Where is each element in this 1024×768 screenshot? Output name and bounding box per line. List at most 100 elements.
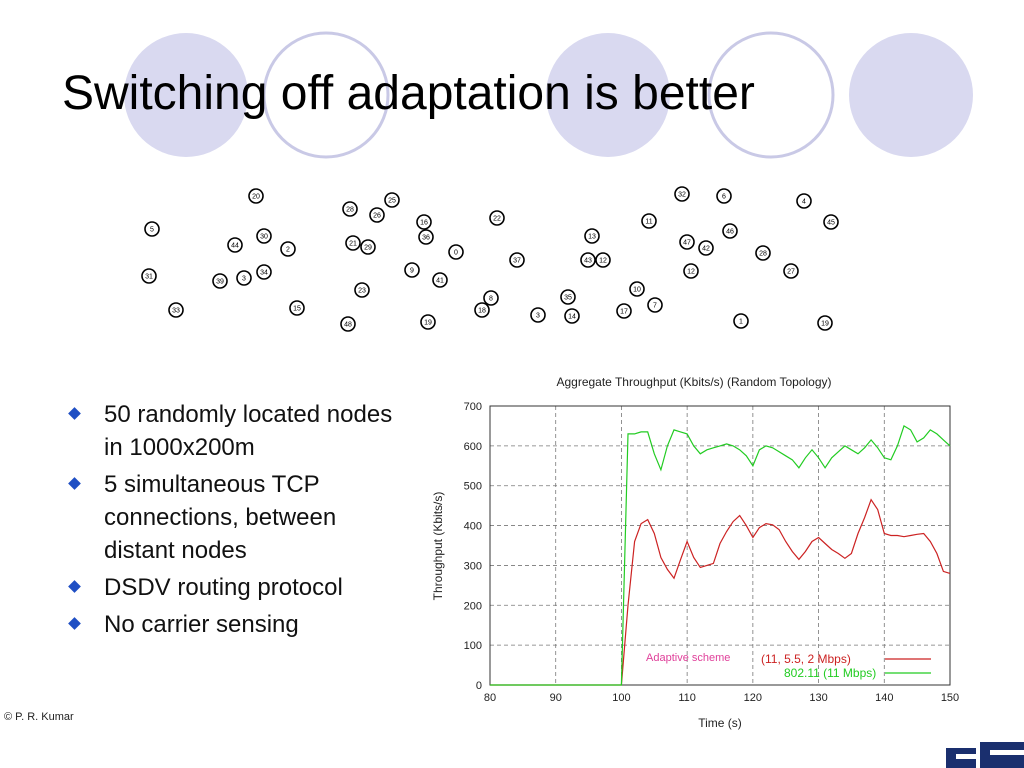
svg-text:3: 3 (242, 276, 246, 283)
topology-node: 30 (256, 228, 272, 244)
topology-node: 46 (722, 223, 738, 239)
x-axis-label: Time (s) (698, 716, 742, 730)
topology-node: 12 (595, 252, 611, 268)
topology-node: 4 (796, 193, 812, 209)
topology-node: 41 (432, 272, 448, 288)
svg-text:46: 46 (726, 229, 734, 236)
plot-frame (489, 405, 951, 686)
x-tick-label: 110 (678, 692, 696, 704)
series-line-1 (490, 424, 951, 686)
svg-text:47: 47 (683, 240, 691, 247)
svg-text:1: 1 (739, 319, 743, 326)
topology-node: 11 (641, 213, 657, 229)
svg-text:42: 42 (702, 246, 710, 253)
topology-node: 32 (674, 186, 690, 202)
topology-node: 21 (345, 235, 361, 251)
svg-text:7: 7 (653, 303, 657, 310)
topology-node: 44 (227, 237, 243, 253)
x-tick-label: 140 (875, 692, 893, 704)
svg-text:19: 19 (424, 320, 432, 327)
x-tick-label: 90 (550, 692, 562, 704)
topology-node: 34 (256, 264, 272, 280)
svg-text:20: 20 (252, 194, 260, 201)
deco-circle (124, 33, 248, 157)
svg-text:4: 4 (802, 199, 806, 206)
svg-text:27: 27 (787, 269, 795, 276)
y-tick-label: 400 (464, 521, 482, 533)
series-line-0 (490, 498, 951, 686)
topology-node: 12 (683, 263, 699, 279)
svg-text:3: 3 (536, 313, 540, 320)
bullet-item: DSDV routing protocol (66, 571, 406, 604)
svg-text:23: 23 (358, 288, 366, 295)
svg-text:15: 15 (293, 306, 301, 313)
deco-circle (546, 33, 670, 157)
diamond-bullet-icon (68, 617, 81, 630)
svg-text:12: 12 (599, 258, 607, 265)
institution-logo (946, 742, 1024, 768)
diamond-bullet-icon (68, 580, 81, 593)
svg-text:10: 10 (633, 287, 641, 294)
diamond-bullet-icon (68, 407, 81, 420)
svg-text:12: 12 (687, 269, 695, 276)
series-lines (490, 424, 951, 686)
slide-title: Switching off adaptation is better (62, 67, 755, 120)
topology-node: 33 (168, 302, 184, 318)
topology-node: 6 (716, 188, 732, 204)
deco-circle (849, 33, 973, 157)
x-tick-label: 100 (612, 692, 630, 704)
topology-node: 29 (360, 239, 376, 255)
topology-node: 1 (733, 313, 749, 329)
topology-node: 16 (416, 214, 432, 230)
svg-text:25: 25 (388, 198, 396, 205)
topology-node: 43 (580, 252, 596, 268)
svg-text:44: 44 (231, 243, 239, 250)
topology-node: 28 (342, 201, 358, 217)
svg-text:11: 11 (645, 219, 652, 226)
x-tick-label: 150 (941, 692, 959, 704)
topology-node: 3 (236, 270, 252, 286)
legend-label-green: 802.11 (11 Mbps) (784, 666, 876, 680)
topology-node: 2 (280, 241, 296, 257)
y-tick-label: 500 (464, 481, 482, 493)
topology-node: 9 (404, 262, 420, 278)
x-tick-label: 80 (484, 692, 496, 704)
topology-node: 26 (369, 207, 385, 223)
svg-text:39: 39 (216, 279, 224, 286)
topology-node: 7 (647, 297, 663, 313)
y-tick-label: 200 (464, 600, 482, 612)
topology-node: 31 (141, 268, 157, 284)
bullet-item: 5 simultaneous TCP connections, between … (66, 468, 406, 567)
y-tick-label: 700 (464, 401, 482, 413)
topology-node: 3 (530, 307, 546, 323)
topology-node: 48 (340, 316, 356, 332)
svg-text:18: 18 (478, 308, 486, 315)
legend-label-red: (11, 5.5, 2 Mbps) (761, 652, 851, 666)
topology-node: 45 (823, 214, 839, 230)
axis-ticks: 80 90 100 110 120 130 140 150 0 100 200 300 400 500 60… (464, 401, 960, 704)
chart-title: Aggregate Throughput (Kbits/s) (Random T… (556, 375, 831, 389)
deco-circle (262, 31, 390, 159)
topology-node: 17 (616, 303, 632, 319)
topology-node: 8 (483, 290, 499, 306)
topology-node: 25 (384, 192, 400, 208)
topology-node: 14 (564, 308, 580, 324)
svg-text:30: 30 (260, 234, 268, 241)
svg-text:13: 13 (588, 234, 596, 241)
bullet-text: DSDV routing protocol (104, 574, 343, 601)
topology-node: 27 (783, 263, 799, 279)
topology-node: 22 (489, 210, 505, 226)
svg-text:8: 8 (489, 296, 493, 303)
topology-node: 23 (354, 282, 370, 298)
topology-node: 18 (474, 302, 490, 318)
y-tick-label: 100 (464, 640, 482, 652)
topology-node: 39 (212, 273, 228, 289)
svg-text:5: 5 (150, 227, 154, 234)
topology-node: 0 (448, 244, 464, 260)
svg-text:36: 36 (422, 235, 430, 242)
y-tick-label: 0 (476, 680, 482, 692)
svg-text:34: 34 (260, 270, 268, 277)
topology-node: 10 (629, 281, 645, 297)
